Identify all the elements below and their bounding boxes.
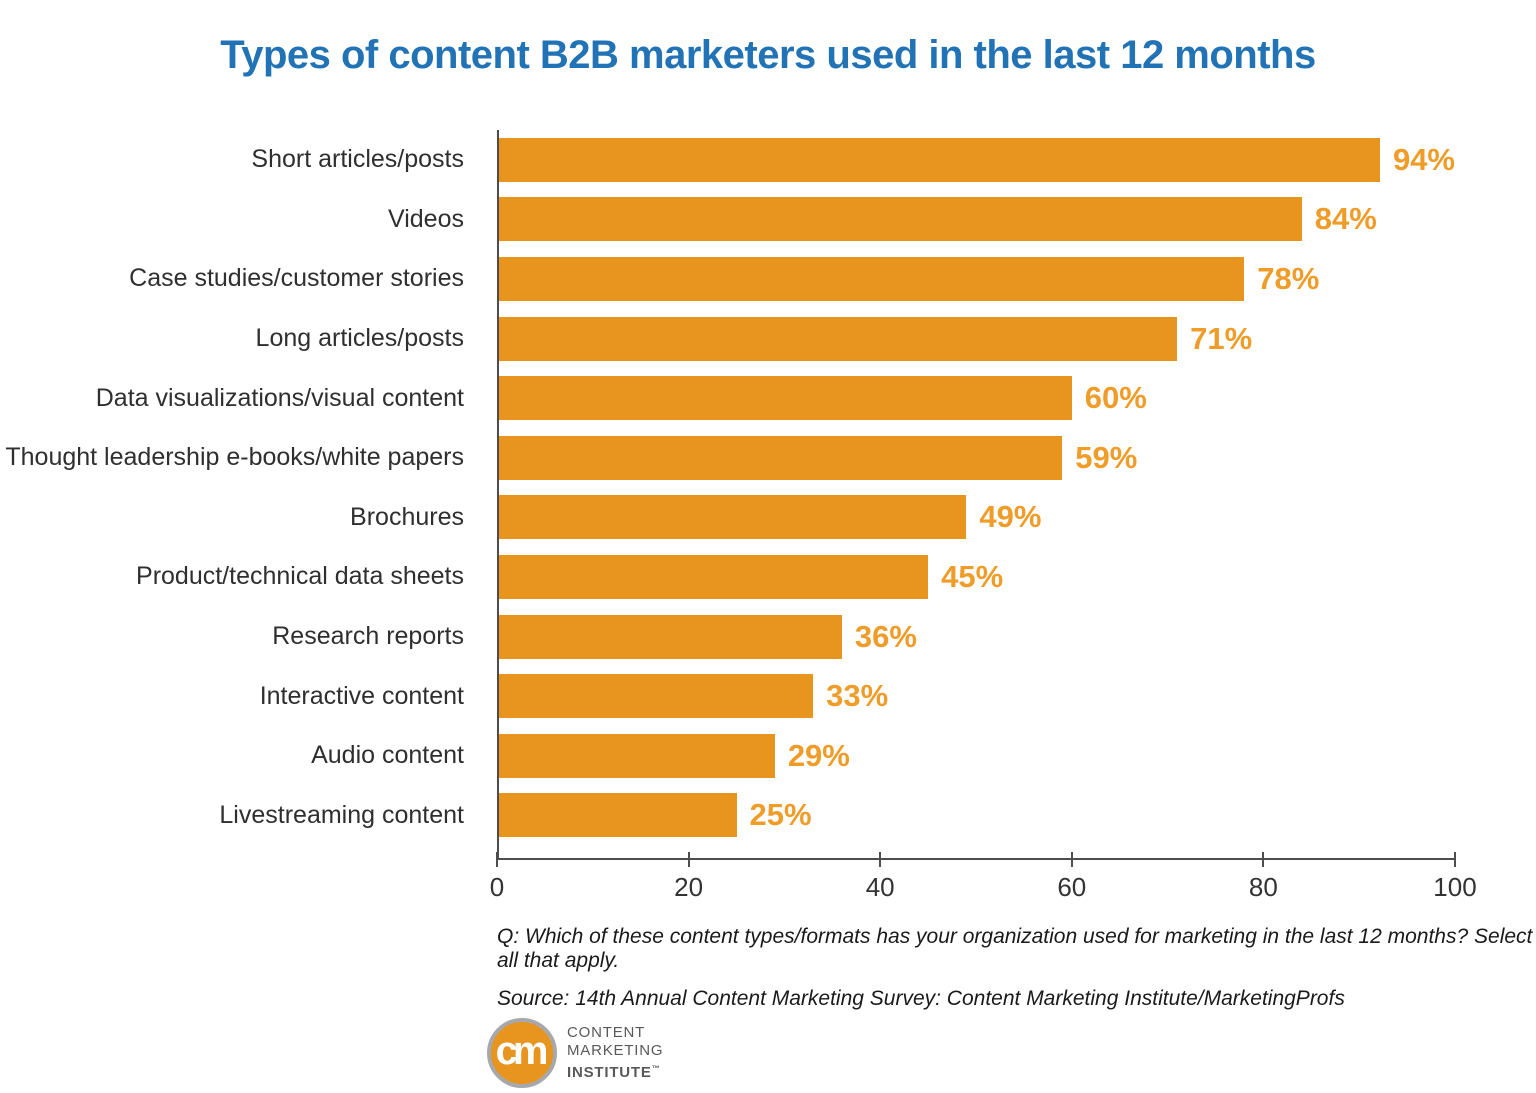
bar bbox=[497, 137, 1380, 182]
logo-line-marketing: MARKETING bbox=[567, 1042, 664, 1059]
value-label: 60% bbox=[1084, 380, 1147, 416]
x-tick-label: 40 bbox=[865, 872, 895, 903]
bar-row: Videos 84% bbox=[0, 190, 1455, 250]
bar-cell: 59% bbox=[497, 428, 1455, 488]
bar-rows: Short articles/posts 94% Videos 84% Case… bbox=[0, 130, 1455, 845]
x-tick-label: 20 bbox=[674, 872, 704, 903]
bar-cell: 29% bbox=[497, 726, 1455, 786]
bar-cell: 33% bbox=[497, 666, 1455, 726]
bar-row: Data visualizations/visual content 60% bbox=[0, 368, 1455, 428]
trademark-symbol: ™ bbox=[651, 1064, 661, 1073]
bar-cell: 36% bbox=[497, 607, 1455, 667]
bar-row: Thought leadership e-books/white papers … bbox=[0, 428, 1455, 488]
value-label: 94% bbox=[1392, 141, 1455, 177]
bar-row: Livestreaming content 25% bbox=[0, 786, 1455, 846]
category-label: Product/technical data sheets bbox=[136, 562, 464, 591]
bar bbox=[497, 614, 842, 659]
x-tick-mark bbox=[1070, 852, 1073, 868]
logo-line-institute: INSTITUTE™ bbox=[567, 1064, 661, 1081]
x-tick-label: 80 bbox=[1248, 872, 1278, 903]
chart-title: Types of content B2B marketers used in t… bbox=[220, 32, 1316, 77]
category-label: Audio content bbox=[311, 741, 464, 770]
value-label: 29% bbox=[787, 737, 850, 773]
category-label: Brochures bbox=[350, 502, 464, 531]
category-label: Livestreaming content bbox=[219, 800, 464, 829]
bar-row: Case studies/customer stories 78% bbox=[0, 249, 1455, 309]
bar-row: Research reports 36% bbox=[0, 607, 1455, 667]
bar-row: Short articles/posts 94% bbox=[0, 130, 1455, 190]
bar bbox=[497, 435, 1063, 480]
bar bbox=[497, 674, 814, 719]
bar-row: Product/technical data sheets 45% bbox=[0, 547, 1455, 607]
category-label: Short articles/posts bbox=[251, 145, 464, 174]
value-label: 36% bbox=[854, 618, 917, 654]
bar-cell: 71% bbox=[497, 309, 1455, 369]
bar bbox=[497, 554, 929, 599]
logo-line-content: CONTENT bbox=[567, 1024, 646, 1041]
bar-cell: 49% bbox=[497, 488, 1455, 548]
bar-cell: 84% bbox=[497, 190, 1455, 250]
value-label: 78% bbox=[1257, 260, 1320, 296]
bar-row: Brochures 49% bbox=[0, 488, 1455, 548]
x-axis: 0 20 40 60 80 100 bbox=[490, 852, 1477, 908]
category-label: Data visualizations/visual content bbox=[95, 383, 464, 412]
bar-cell: 94% bbox=[497, 130, 1455, 190]
value-label: 45% bbox=[941, 558, 1004, 594]
x-tick-mark bbox=[879, 852, 882, 868]
category-label: Thought leadership e-books/white papers bbox=[5, 443, 464, 472]
cmi-logo-icon: cm bbox=[487, 1018, 557, 1088]
bar bbox=[497, 316, 1178, 361]
bar-row: Interactive content 33% bbox=[0, 666, 1455, 726]
source-line: Source: 14th Annual Content Marketing Su… bbox=[497, 987, 1345, 1010]
category-label: Long articles/posts bbox=[255, 324, 464, 353]
value-label: 33% bbox=[826, 678, 889, 714]
bar bbox=[497, 256, 1245, 301]
bar-chart: Short articles/posts 94% Videos 84% Case… bbox=[0, 130, 1477, 908]
cmi-logo-text: CONTENT MARKETING INSTITUTE™ bbox=[567, 1024, 663, 1082]
x-tick-mark bbox=[687, 852, 690, 868]
value-label: 84% bbox=[1314, 201, 1377, 237]
bar bbox=[497, 495, 967, 540]
bar bbox=[497, 793, 737, 838]
chart-footer: Q: Which of these content types/formats … bbox=[497, 925, 1536, 1011]
x-tick-label: 0 bbox=[489, 872, 505, 903]
bar-cell: 45% bbox=[497, 547, 1455, 607]
survey-question: Q: Which of these content types/formats … bbox=[497, 925, 1533, 972]
x-tick-mark bbox=[496, 852, 498, 868]
value-label: 59% bbox=[1075, 439, 1138, 475]
bar bbox=[497, 733, 775, 778]
bar-row: Long articles/posts 71% bbox=[0, 309, 1455, 369]
value-label: 25% bbox=[749, 797, 812, 833]
bar-cell: 78% bbox=[497, 249, 1455, 309]
value-label: 49% bbox=[979, 499, 1042, 535]
value-label: 71% bbox=[1190, 320, 1253, 356]
bar-cell: 25% bbox=[497, 786, 1455, 846]
y-axis-line bbox=[497, 130, 499, 860]
x-tick-label: 100 bbox=[1433, 872, 1477, 903]
category-label: Videos bbox=[388, 204, 464, 233]
x-tick-mark bbox=[1262, 852, 1265, 868]
bar bbox=[497, 197, 1302, 242]
x-tick-label: 60 bbox=[1057, 872, 1087, 903]
bar bbox=[497, 376, 1072, 421]
category-label: Research reports bbox=[272, 622, 464, 651]
x-tick-mark bbox=[1454, 852, 1456, 868]
category-label: Interactive content bbox=[259, 681, 464, 710]
bar-row: Audio content 29% bbox=[0, 726, 1455, 786]
bar-cell: 60% bbox=[497, 368, 1455, 428]
category-label: Case studies/customer stories bbox=[129, 264, 464, 293]
cmi-monogram: cm bbox=[495, 1028, 549, 1073]
cmi-logo: cm CONTENT MARKETING INSTITUTE™ bbox=[487, 1018, 663, 1088]
